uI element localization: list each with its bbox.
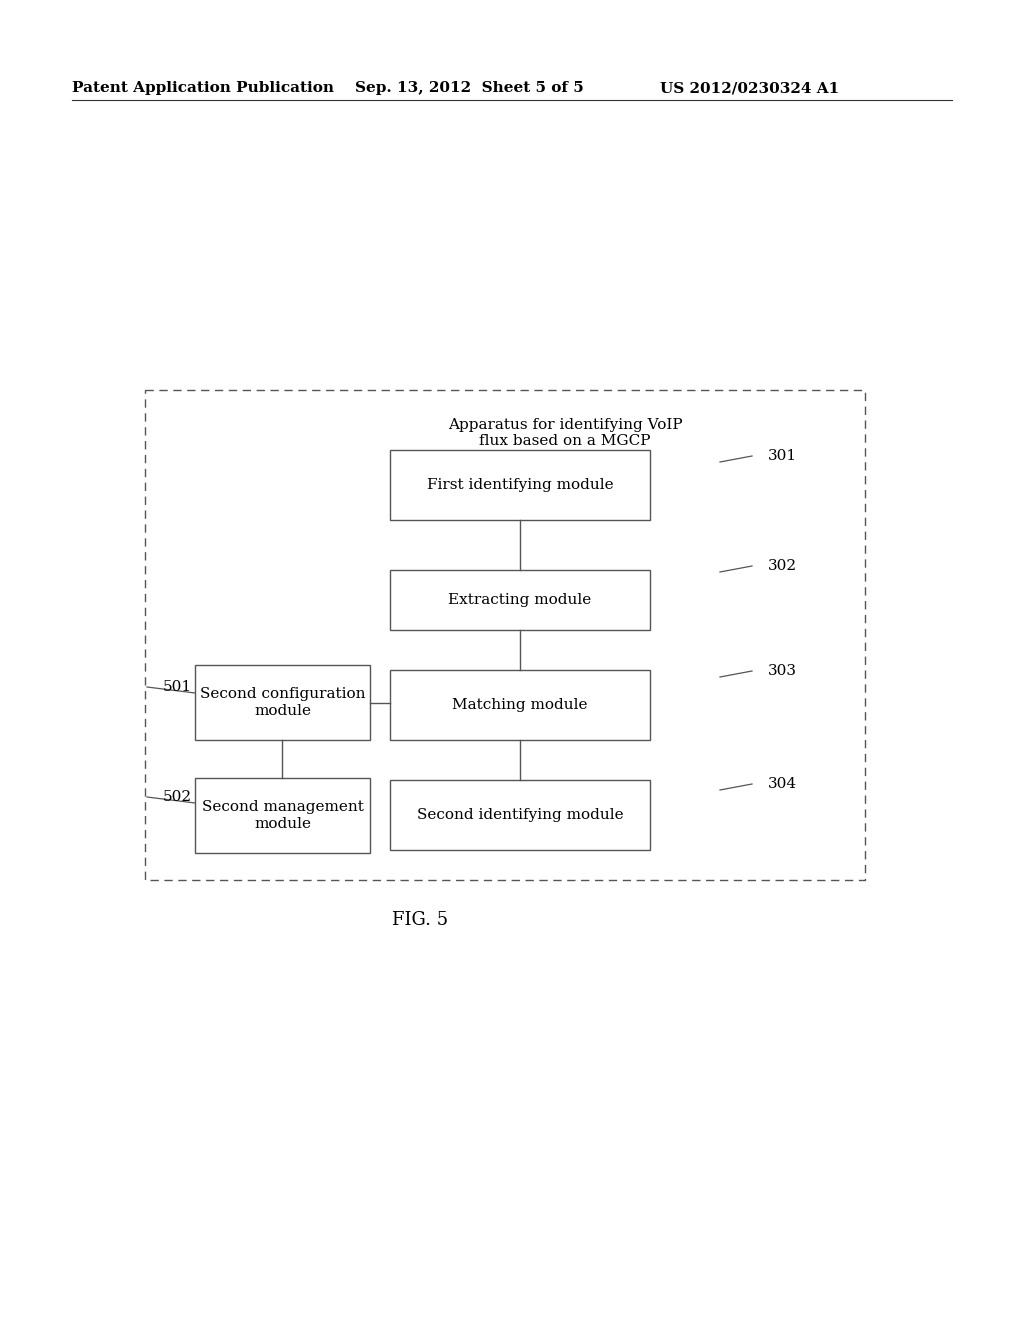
Text: Sep. 13, 2012  Sheet 5 of 5: Sep. 13, 2012 Sheet 5 of 5 [355, 81, 584, 95]
Text: Second configuration
module: Second configuration module [200, 688, 366, 718]
Text: Apparatus for identifying VoIP
flux based on a MGCP: Apparatus for identifying VoIP flux base… [447, 418, 682, 449]
Text: Matching module: Matching module [453, 698, 588, 711]
Text: 502: 502 [163, 789, 193, 804]
Text: Second identifying module: Second identifying module [417, 808, 624, 822]
Text: 501: 501 [163, 680, 193, 694]
Bar [390, 450, 650, 520]
Text: FIG. 5: FIG. 5 [392, 911, 449, 929]
Text: 303: 303 [768, 664, 797, 678]
Bar [390, 570, 650, 630]
Text: 302: 302 [768, 558, 797, 573]
Bar [195, 777, 370, 853]
Text: US 2012/0230324 A1: US 2012/0230324 A1 [660, 81, 840, 95]
Bar [390, 671, 650, 741]
Bar [145, 389, 865, 880]
Text: Second management
module: Second management module [202, 800, 364, 830]
Text: Extracting module: Extracting module [449, 593, 592, 607]
Text: 304: 304 [768, 777, 797, 791]
Bar [390, 780, 650, 850]
Text: Patent Application Publication: Patent Application Publication [72, 81, 334, 95]
Bar [195, 665, 370, 741]
Text: 301: 301 [768, 449, 797, 463]
Text: First identifying module: First identifying module [427, 478, 613, 492]
